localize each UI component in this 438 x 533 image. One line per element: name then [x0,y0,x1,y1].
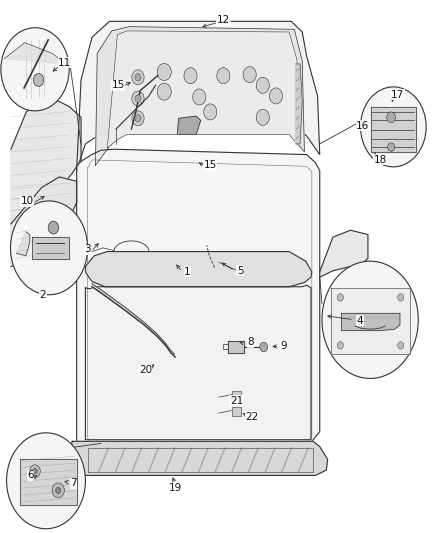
Polygon shape [92,284,175,357]
Circle shape [157,63,171,80]
Bar [232,407,241,416]
Circle shape [337,342,343,349]
Polygon shape [331,288,410,354]
Text: 2: 2 [39,290,46,300]
Circle shape [256,77,269,93]
Polygon shape [77,21,320,171]
Polygon shape [20,459,77,505]
Text: 12: 12 [217,15,230,25]
Text: 11: 11 [58,58,71,68]
Text: 10: 10 [21,197,34,206]
Text: 4: 4 [357,316,364,326]
Circle shape [132,70,144,85]
Text: 18: 18 [374,155,387,165]
Text: 5: 5 [237,266,244,276]
Polygon shape [296,64,302,144]
Polygon shape [77,149,320,448]
Circle shape [135,115,141,122]
Polygon shape [32,237,69,259]
Circle shape [217,68,230,84]
Bar [232,391,241,400]
Circle shape [337,294,343,301]
Circle shape [398,342,404,349]
Polygon shape [320,230,368,277]
Text: 6: 6 [27,471,34,480]
Text: 16: 16 [356,121,369,131]
Polygon shape [85,252,312,287]
Circle shape [360,87,426,167]
Circle shape [243,67,256,83]
Text: 17: 17 [391,90,404,100]
Text: 1: 1 [184,267,191,277]
Circle shape [56,487,61,494]
Circle shape [256,109,269,125]
Text: 21: 21 [230,396,243,406]
Circle shape [33,469,37,474]
Polygon shape [4,43,66,64]
Circle shape [387,112,396,123]
Circle shape [1,28,69,111]
Circle shape [52,483,64,498]
Circle shape [7,433,85,529]
Circle shape [204,104,217,120]
Polygon shape [371,107,416,152]
Circle shape [193,89,206,105]
Polygon shape [228,341,244,353]
Circle shape [132,111,144,126]
Text: 20: 20 [139,366,152,375]
Polygon shape [177,116,201,134]
Polygon shape [11,177,77,266]
Circle shape [11,201,88,295]
Polygon shape [95,27,304,165]
Polygon shape [11,96,81,224]
Text: 19: 19 [169,483,182,492]
Circle shape [157,83,171,100]
Circle shape [48,221,59,234]
Circle shape [30,465,40,478]
Circle shape [260,342,268,352]
Circle shape [269,88,283,104]
Circle shape [398,294,404,301]
Circle shape [184,68,197,84]
Circle shape [135,95,141,102]
Text: 8: 8 [247,337,254,347]
Text: 15: 15 [204,160,217,170]
Polygon shape [68,441,328,475]
Circle shape [33,74,44,86]
Text: 9: 9 [280,342,287,351]
Text: 7: 7 [70,479,77,488]
Polygon shape [85,285,311,440]
Polygon shape [342,313,400,330]
Polygon shape [107,31,298,148]
Text: 22: 22 [245,412,258,422]
Circle shape [132,91,144,106]
Circle shape [135,74,141,81]
Polygon shape [16,232,30,256]
Circle shape [388,143,395,151]
Text: 3: 3 [84,245,91,254]
Circle shape [322,261,418,378]
Text: 15: 15 [112,80,125,90]
